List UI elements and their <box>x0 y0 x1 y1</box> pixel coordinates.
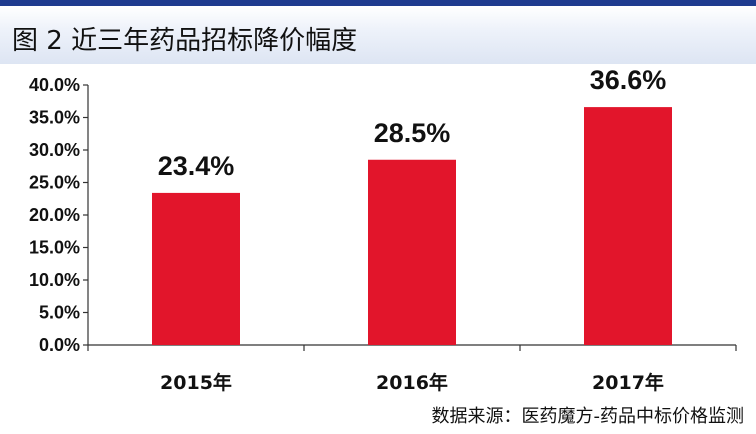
y-tick-label: 40.0% <box>29 75 80 95</box>
y-tick-label: 10.0% <box>29 270 80 290</box>
y-tick-label: 5.0% <box>39 303 80 323</box>
header-rule <box>0 0 756 6</box>
y-tick-label: 30.0% <box>29 140 80 160</box>
y-tick-label: 15.0% <box>29 238 80 258</box>
y-tick-label: 25.0% <box>29 173 80 193</box>
y-tick-label: 0.0% <box>39 335 80 355</box>
y-tick-label: 35.0% <box>29 108 80 128</box>
bar <box>584 107 672 345</box>
data-label: 36.6% <box>590 65 667 95</box>
chart-title: 图 2 近三年药品招标降价幅度 <box>12 26 358 56</box>
title-band <box>0 6 756 64</box>
bar <box>152 192 240 345</box>
y-tick-label: 20.0% <box>29 205 80 225</box>
data-label: 28.5% <box>374 118 451 148</box>
source-note: 数据来源：医药魔方-药品中标价格监测 <box>431 406 745 427</box>
x-tick-label: 2016年 <box>376 371 448 394</box>
data-label: 23.4% <box>158 151 235 181</box>
x-tick-label: 2015年 <box>160 371 232 394</box>
x-tick-label: 2017年 <box>592 371 664 394</box>
bar <box>368 159 456 345</box>
